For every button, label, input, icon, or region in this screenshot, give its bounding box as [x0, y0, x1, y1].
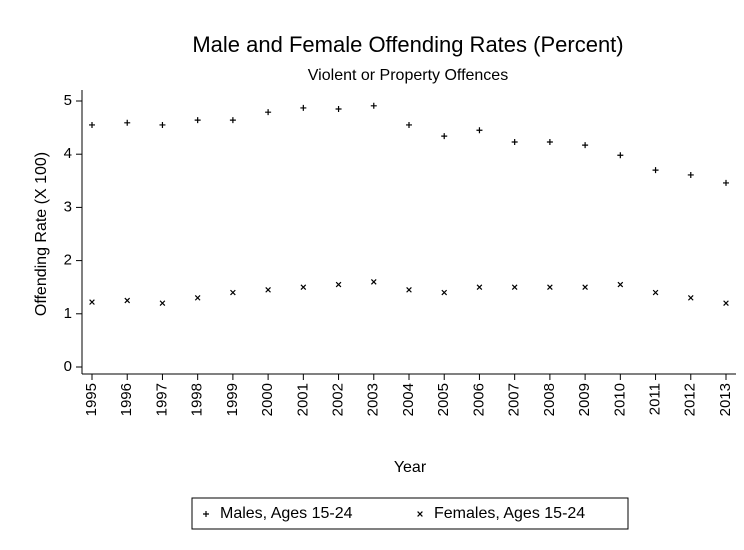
x-tick-label: 2001	[294, 383, 311, 416]
marker	[335, 105, 342, 112]
x-tick-label: 2002	[330, 383, 347, 416]
marker	[159, 300, 166, 306]
marker	[124, 119, 131, 126]
marker	[370, 102, 377, 109]
marker	[617, 281, 624, 288]
marker	[406, 121, 412, 128]
y-axis-label: Offending Rate (X 100)	[33, 152, 50, 316]
x-tick-label: 1999	[224, 383, 241, 416]
x-axis-label: Year	[394, 459, 427, 476]
marker	[370, 279, 377, 285]
marker	[687, 295, 694, 301]
x-tick-label: 2009	[576, 383, 593, 416]
marker	[265, 287, 271, 293]
x-tick-label: 1996	[118, 383, 135, 416]
marker	[547, 284, 553, 291]
legend-marker	[203, 511, 209, 517]
marker	[124, 297, 131, 304]
x-tick-label: 2010	[611, 383, 628, 416]
chart-subtitle: Violent or Property Offences	[308, 67, 508, 84]
chart-title: Male and Female Offending Rates (Percent…	[192, 32, 623, 57]
x-tick-label: 2008	[541, 383, 558, 416]
y-tick-label: 1	[64, 305, 72, 322]
legend-label: Males, Ages 15-24	[220, 505, 353, 522]
marker	[511, 284, 518, 291]
marker	[582, 284, 588, 291]
marker	[511, 138, 518, 145]
y-tick-label: 0	[64, 358, 72, 375]
marker	[617, 152, 624, 159]
marker	[265, 109, 272, 116]
x-tick-label: 2000	[259, 383, 276, 416]
marker	[230, 289, 236, 296]
marker	[687, 171, 694, 178]
marker	[335, 281, 342, 288]
x-tick-label: 2003	[365, 383, 382, 416]
marker	[582, 142, 589, 149]
marker	[546, 138, 553, 145]
x-tick-label: 2006	[470, 383, 487, 416]
x-tick-label: 2007	[506, 383, 523, 416]
y-tick-label: 2	[64, 252, 72, 269]
x-tick-label: 2011	[647, 383, 664, 415]
marker	[300, 284, 307, 291]
marker	[194, 117, 201, 124]
x-tick-label: 2012	[682, 383, 699, 416]
y-tick-label: 4	[64, 145, 72, 162]
y-tick-label: 3	[64, 198, 72, 215]
x-tick-label: 2004	[400, 383, 417, 416]
y-tick-label: 5	[64, 92, 72, 109]
legend-label: Females, Ages 15-24	[434, 505, 585, 522]
marker	[476, 127, 483, 134]
marker	[723, 179, 729, 186]
x-tick-label: 2005	[435, 383, 452, 416]
x-tick-label: 1995	[83, 383, 100, 416]
marker	[723, 300, 729, 306]
marker	[89, 299, 95, 305]
marker	[441, 289, 448, 296]
marker	[652, 167, 659, 174]
marker	[229, 117, 236, 124]
marker	[159, 121, 166, 128]
marker	[300, 104, 307, 111]
marker	[194, 295, 201, 301]
marker	[89, 121, 95, 128]
marker	[652, 289, 659, 296]
legend-marker	[417, 511, 423, 517]
x-tick-label: 2013	[717, 383, 734, 416]
marker	[406, 287, 412, 293]
marker	[441, 133, 448, 140]
marker	[476, 284, 483, 291]
x-tick-label: 1998	[189, 383, 206, 416]
legend-box	[191, 497, 629, 530]
x-tick-label: 1997	[153, 383, 170, 416]
